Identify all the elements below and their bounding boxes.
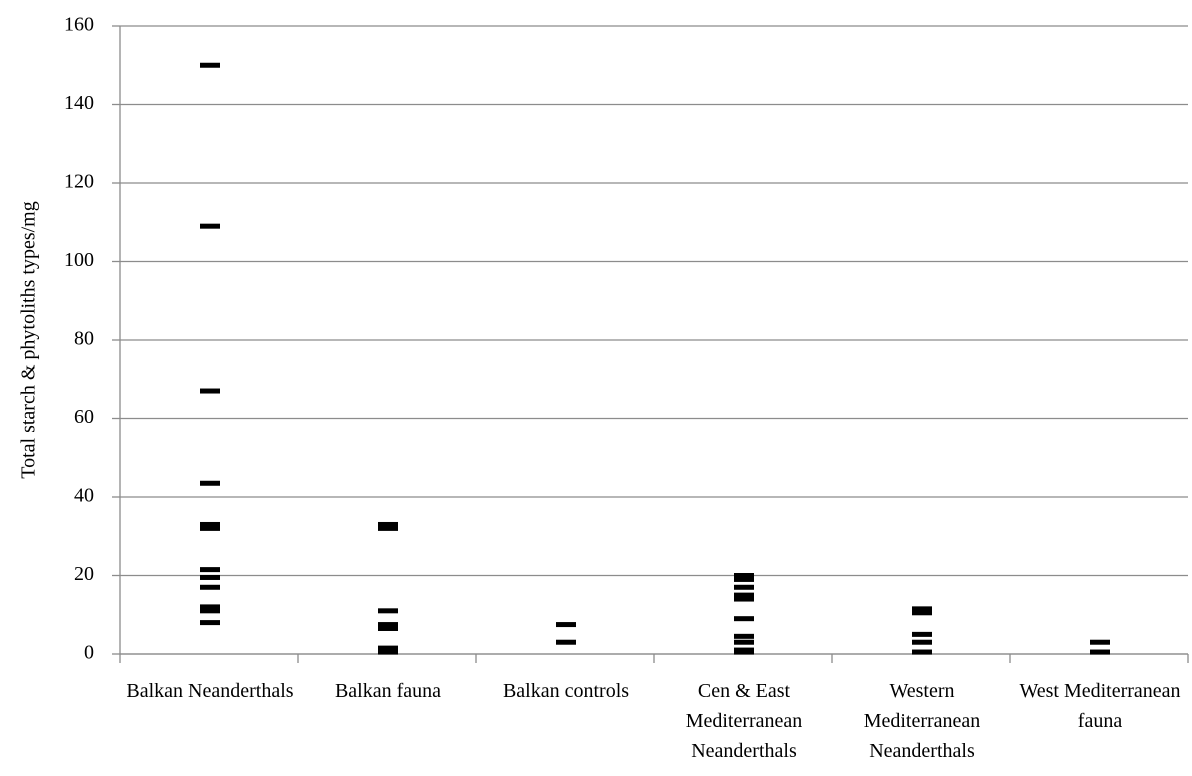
y-tick-label: 40 — [74, 485, 94, 507]
dash-marker — [912, 610, 932, 616]
y-tick-label: 160 — [64, 14, 94, 36]
dash-marker — [200, 620, 220, 626]
dash-marker — [200, 567, 220, 573]
dash-marker — [378, 645, 398, 651]
x-tick-label: West Mediterranean fauna — [1019, 680, 1180, 732]
x-tick-label: Cen & East Mediterranean Neanderthals — [686, 680, 803, 762]
y-tick-label: 20 — [74, 563, 94, 585]
dash-marker — [734, 573, 754, 578]
dash-marker — [200, 521, 220, 527]
dash-marker — [378, 625, 398, 631]
y-axis-label: Total starch & phytoliths types/mg — [18, 201, 40, 478]
dash-marker — [200, 604, 220, 610]
dash-marker — [378, 622, 398, 628]
dash-marker — [200, 525, 220, 531]
dash-marker — [200, 223, 220, 229]
dash-marker — [734, 639, 754, 645]
dash-marker — [556, 622, 576, 628]
dash-marker — [200, 584, 220, 590]
y-tick-label: 120 — [64, 171, 94, 193]
y-tick-label: 0 — [84, 642, 94, 664]
dash-marker — [912, 606, 932, 612]
dash-marker — [912, 631, 932, 637]
dash-marker — [1090, 649, 1110, 655]
dash-marker — [378, 608, 398, 614]
dash-marker — [734, 616, 754, 622]
dash-marker — [200, 608, 220, 614]
dash-marker — [734, 592, 754, 598]
y-tick-label: 100 — [64, 249, 94, 271]
x-tick-label: Balkan fauna — [335, 680, 441, 702]
dash-marker — [912, 639, 932, 645]
y-tick-label: 80 — [74, 328, 94, 350]
y-tick-label: 140 — [64, 92, 94, 114]
dash-marker — [200, 574, 220, 580]
dash-marker — [200, 62, 220, 68]
dash-marker — [200, 388, 220, 394]
y-tick-label: 60 — [74, 406, 94, 428]
dash-marker — [734, 584, 754, 590]
dash-marker — [734, 576, 754, 582]
x-tick-label: Balkan controls — [503, 680, 629, 702]
dash-marker — [378, 649, 398, 655]
dash-marker — [734, 596, 754, 602]
dash-marker — [734, 649, 754, 655]
dash-marker — [912, 649, 932, 655]
dash-marker — [378, 525, 398, 531]
dash-marker — [378, 521, 398, 527]
dash-marker — [556, 639, 576, 645]
x-tick-label: Western Mediterranean Neanderthals — [864, 680, 981, 762]
x-tick-label: Balkan Neanderthals — [126, 680, 293, 702]
dash-marker — [200, 480, 220, 486]
dash-marker — [1090, 639, 1110, 645]
dash-marker — [734, 633, 754, 639]
